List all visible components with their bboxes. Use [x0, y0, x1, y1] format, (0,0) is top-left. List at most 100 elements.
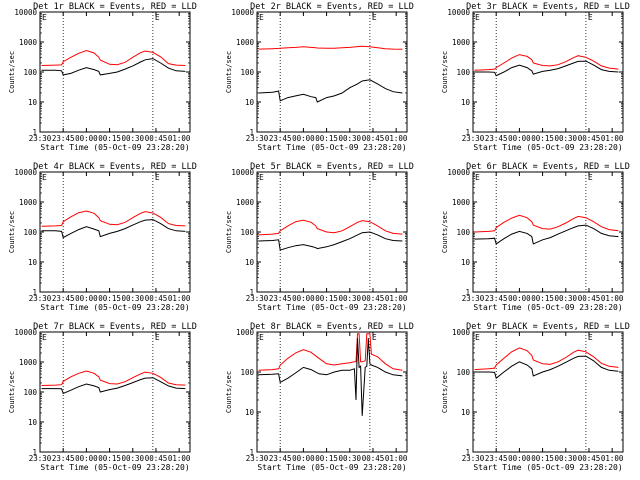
y-axis-label: Counts/sec — [8, 51, 16, 93]
x-axis-label: Start Time (05-Oct-09 23:28:20) — [40, 303, 189, 312]
x-axis-label: Start Time (05-Oct-09 23:28:20) — [40, 143, 189, 152]
y-axis-label: Counts/sec — [441, 371, 449, 413]
y-tick-label: 1000 — [452, 328, 471, 337]
x-tick-label: 23:45 — [269, 294, 292, 303]
series-line-lld — [41, 370, 186, 386]
y-tick-label: 10000 — [447, 168, 470, 177]
x-tick-label: 00:30 — [338, 454, 361, 463]
x-tick-label: 00:00 — [292, 134, 315, 143]
x-tick-label: 23:30 — [29, 454, 52, 463]
x-tick-label: 00:00 — [508, 294, 531, 303]
series-line-lld — [258, 333, 403, 371]
y-tick-label: 1 — [249, 448, 254, 457]
x-tick-label: 00:00 — [292, 294, 315, 303]
x-tick-label: 23:30 — [246, 294, 269, 303]
chart-title: Det 2r BLACK = Events, RED = LLD — [250, 2, 414, 12]
x-tick-label: 01:00 — [385, 294, 408, 303]
x-tick-label: 01:00 — [601, 454, 624, 463]
chart-panel-7: Det 7r BLACK = Events, RED = LLD 1 10 100 10… — [8, 322, 197, 472]
x-tick-label: 01:00 — [385, 454, 408, 463]
x-tick-label: 00:15 — [531, 294, 554, 303]
y-tick-label: 10 — [28, 258, 38, 267]
series-line-events — [41, 377, 186, 395]
chart-title: Det 9r BLACK = Events, RED = LLD — [466, 322, 630, 332]
x-tick-label: 00:00 — [508, 134, 531, 143]
y-tick-label: 100 — [240, 68, 254, 77]
chart-title: Det 6r BLACK = Events, RED = LLD — [466, 162, 630, 172]
x-tick-label: 23:45 — [269, 134, 292, 143]
flag-label: E — [42, 173, 47, 182]
series-line-lld — [474, 347, 619, 371]
chart-panel-4: Det 4r BLACK = Events, RED = LLD 1 10 100 10… — [8, 162, 197, 312]
y-tick-label: 1000 — [452, 198, 471, 207]
x-tick-label: 00:30 — [554, 294, 577, 303]
chart-panel-8: Det 8r BLACK = Events, RED = LLD 1 10 100 10… — [225, 322, 414, 472]
plot-frame — [256, 331, 408, 453]
y-tick-label: 10 — [461, 98, 471, 107]
y-tick-label: 10000 — [231, 8, 254, 17]
y-tick-label: 10 — [245, 408, 255, 417]
x-tick-label: 00:45 — [578, 294, 601, 303]
x-axis-label: Start Time (05-Oct-09 23:28:20) — [473, 303, 622, 312]
chart-panel-2: Det 2r BLACK = Events, RED = LLD 1 10 100 10… — [225, 2, 414, 152]
y-axis-label: Counts/sec — [225, 371, 233, 413]
y-tick-label: 1 — [249, 128, 254, 137]
y-axis-label: Counts/sec — [8, 211, 16, 253]
x-axis-label: Start Time (05-Oct-09 23:28:20) — [257, 143, 406, 152]
x-axis-label: Start Time (05-Oct-09 23:28:20) — [257, 463, 406, 472]
chart-title: Det 3r BLACK = Events, RED = LLD — [466, 2, 630, 12]
y-tick-label: 10 — [28, 418, 38, 427]
flag-label: E — [155, 333, 160, 342]
series-line-lld — [41, 210, 186, 227]
y-tick-label: 10 — [461, 258, 471, 267]
y-tick-label: 10000 — [14, 168, 37, 177]
y-tick-label: 100 — [240, 368, 254, 377]
series-line-lld — [474, 214, 619, 233]
y-tick-label: 1 — [465, 128, 470, 137]
flag-label: E — [475, 13, 480, 22]
y-tick-label: 10 — [461, 408, 471, 417]
series-line-events — [474, 224, 619, 245]
chart-panel-6: Det 6r BLACK = Events, RED = LLD 1 10 100 10… — [441, 162, 630, 312]
y-axis-label: Counts/sec — [8, 371, 16, 413]
chart-panel-3: Det 3r BLACK = Events, RED = LLD 1 10 100 10… — [441, 2, 630, 152]
x-tick-label: 01:00 — [168, 134, 191, 143]
y-tick-label: 100 — [456, 68, 470, 77]
x-tick-label: 23:45 — [52, 454, 75, 463]
y-tick-label: 1000 — [452, 38, 471, 47]
series-line-events — [258, 231, 403, 251]
y-tick-label: 1000 — [236, 328, 255, 337]
x-tick-label: 01:00 — [601, 134, 624, 143]
series-line-events — [474, 355, 619, 380]
y-tick-label: 1 — [32, 128, 37, 137]
x-tick-label: 00:30 — [121, 294, 144, 303]
x-tick-label: 00:15 — [315, 134, 338, 143]
x-tick-label: 00:00 — [75, 294, 98, 303]
x-tick-label: 00:45 — [145, 454, 168, 463]
y-tick-label: 1000 — [19, 198, 38, 207]
x-tick-label: 00:15 — [98, 294, 121, 303]
y-tick-label: 100 — [240, 228, 254, 237]
x-axis-label: Start Time (05-Oct-09 23:28:20) — [473, 463, 622, 472]
x-tick-label: 00:45 — [578, 454, 601, 463]
y-tick-label: 100 — [23, 388, 37, 397]
flag-label: E — [588, 13, 593, 22]
y-tick-label: 1 — [465, 448, 470, 457]
x-tick-label: 23:45 — [52, 294, 75, 303]
series-line-events — [474, 60, 619, 77]
y-tick-label: 100 — [23, 68, 37, 77]
flag-label: E — [259, 13, 264, 22]
series-line-lld — [258, 219, 403, 236]
y-tick-label: 100 — [456, 368, 470, 377]
chart-title: Det 8r BLACK = Events, RED = LLD — [250, 322, 414, 332]
flag-label: E — [588, 173, 593, 182]
flag-label: E — [588, 333, 593, 342]
x-tick-label: 00:30 — [121, 454, 144, 463]
flag-label: E — [259, 333, 264, 342]
y-tick-label: 10000 — [231, 168, 254, 177]
series-line-events — [258, 338, 403, 416]
x-tick-label: 01:00 — [385, 134, 408, 143]
x-tick-label: 00:45 — [145, 294, 168, 303]
chart-title: Det 7r BLACK = Events, RED = LLD — [33, 322, 197, 332]
